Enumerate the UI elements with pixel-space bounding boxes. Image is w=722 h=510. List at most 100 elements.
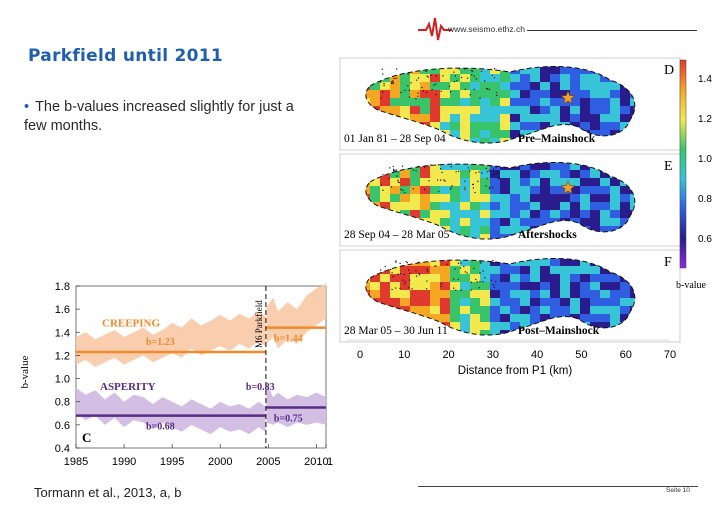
quake-dot (407, 286, 410, 289)
map-cell (440, 90, 451, 99)
map-cell (610, 106, 621, 115)
map-cell (530, 290, 541, 299)
map-cell (490, 138, 501, 144)
phase-label: Pre–Mainshock (518, 133, 596, 145)
map-cell (410, 98, 421, 107)
map-cell (590, 202, 601, 211)
map-cell (550, 114, 561, 123)
quake-dot (450, 186, 452, 189)
map-cell (450, 66, 461, 75)
quake-dot (493, 173, 496, 176)
map-cell (550, 266, 561, 275)
map-cell (480, 170, 491, 179)
quake-dot (407, 84, 409, 87)
quake-dot (391, 288, 393, 291)
map-cell (590, 122, 601, 131)
map-cell (410, 290, 421, 299)
map-cell (590, 90, 601, 99)
map-cell (550, 210, 561, 219)
quake-dot (463, 186, 466, 189)
map-cell (380, 186, 391, 195)
map-cell (390, 290, 401, 299)
map-cell (570, 298, 581, 307)
quake-dot (464, 68, 466, 70)
map-cell (490, 298, 501, 307)
map-cell (420, 290, 431, 299)
x-tick-label: 50 (575, 349, 587, 361)
map-cell (520, 226, 531, 235)
map-cell (610, 186, 621, 195)
map-cell (370, 194, 381, 203)
map-cell (380, 194, 391, 203)
quake-dot (473, 75, 475, 77)
map-cell (365, 90, 371, 99)
map-cell (560, 170, 571, 179)
map-cell (590, 290, 601, 299)
map-cell (410, 202, 421, 211)
quake-dot (392, 81, 394, 83)
map-cell (580, 98, 591, 107)
x-tick-label: 20 (442, 349, 454, 361)
logo-text[interactable]: www.seismo.ethz.ch (448, 24, 525, 34)
map-cell (490, 306, 501, 315)
map-cell (470, 210, 481, 219)
y-tick-label: 0.4 (55, 443, 70, 455)
map-cell (600, 122, 611, 131)
map-cell (580, 114, 591, 123)
map-cell (560, 90, 571, 99)
quake-dot (390, 268, 392, 271)
x-tick-label: 10 (398, 349, 410, 361)
map-cell (510, 210, 521, 219)
map-cell (520, 218, 531, 227)
map-cell (600, 290, 611, 299)
map-cell (450, 298, 461, 307)
map-cell (450, 122, 461, 131)
time-series-svg: M6 Parkfield CREEPING b=1.23 b=1.44 ASPERITY… (19, 281, 333, 468)
map-cell (410, 82, 421, 91)
header-rule (527, 30, 697, 31)
phase-label: Aftershocks (518, 229, 577, 241)
map-cell (570, 82, 581, 91)
map-cell (530, 218, 541, 227)
map-cell (420, 106, 431, 115)
panel-letter: D (664, 63, 674, 78)
map-cell (470, 330, 481, 336)
map-cell (560, 66, 571, 75)
quake-dot (407, 73, 409, 75)
quake-dot (495, 280, 497, 283)
map-cell (530, 122, 541, 131)
quake-dot (422, 90, 425, 92)
quake-dot (397, 179, 399, 181)
map-cell (450, 306, 461, 315)
map-cell (430, 218, 441, 227)
quake-dot (437, 164, 440, 166)
quake-dot (470, 70, 473, 72)
map-cell (550, 106, 561, 115)
map-cell (460, 282, 471, 291)
map-cell (430, 178, 441, 187)
map-cell (530, 258, 541, 267)
quake-dot (410, 82, 412, 84)
map-cell (470, 226, 481, 235)
quake-dot (493, 286, 495, 289)
quake-dot (491, 74, 493, 77)
map-cell (480, 282, 491, 291)
map-cell (560, 282, 571, 291)
map-cell (440, 122, 451, 131)
map-cell (490, 290, 501, 299)
map-cell (400, 194, 411, 203)
bullet-item: • The b-values increased slightly for jus… (24, 98, 304, 136)
map-cell (510, 82, 521, 91)
map-cell (600, 194, 611, 203)
map-cell (510, 98, 521, 107)
quake-dot (418, 273, 420, 275)
mainshock-label: M6 Parkfield (254, 300, 264, 348)
quake-dot (480, 70, 483, 73)
map-cell (380, 274, 391, 283)
quake-dot (471, 70, 474, 72)
map-cell (490, 170, 501, 179)
quake-dot (492, 260, 494, 262)
map-cell (490, 210, 501, 219)
quake-dot (477, 180, 479, 183)
map-cell (430, 82, 441, 91)
